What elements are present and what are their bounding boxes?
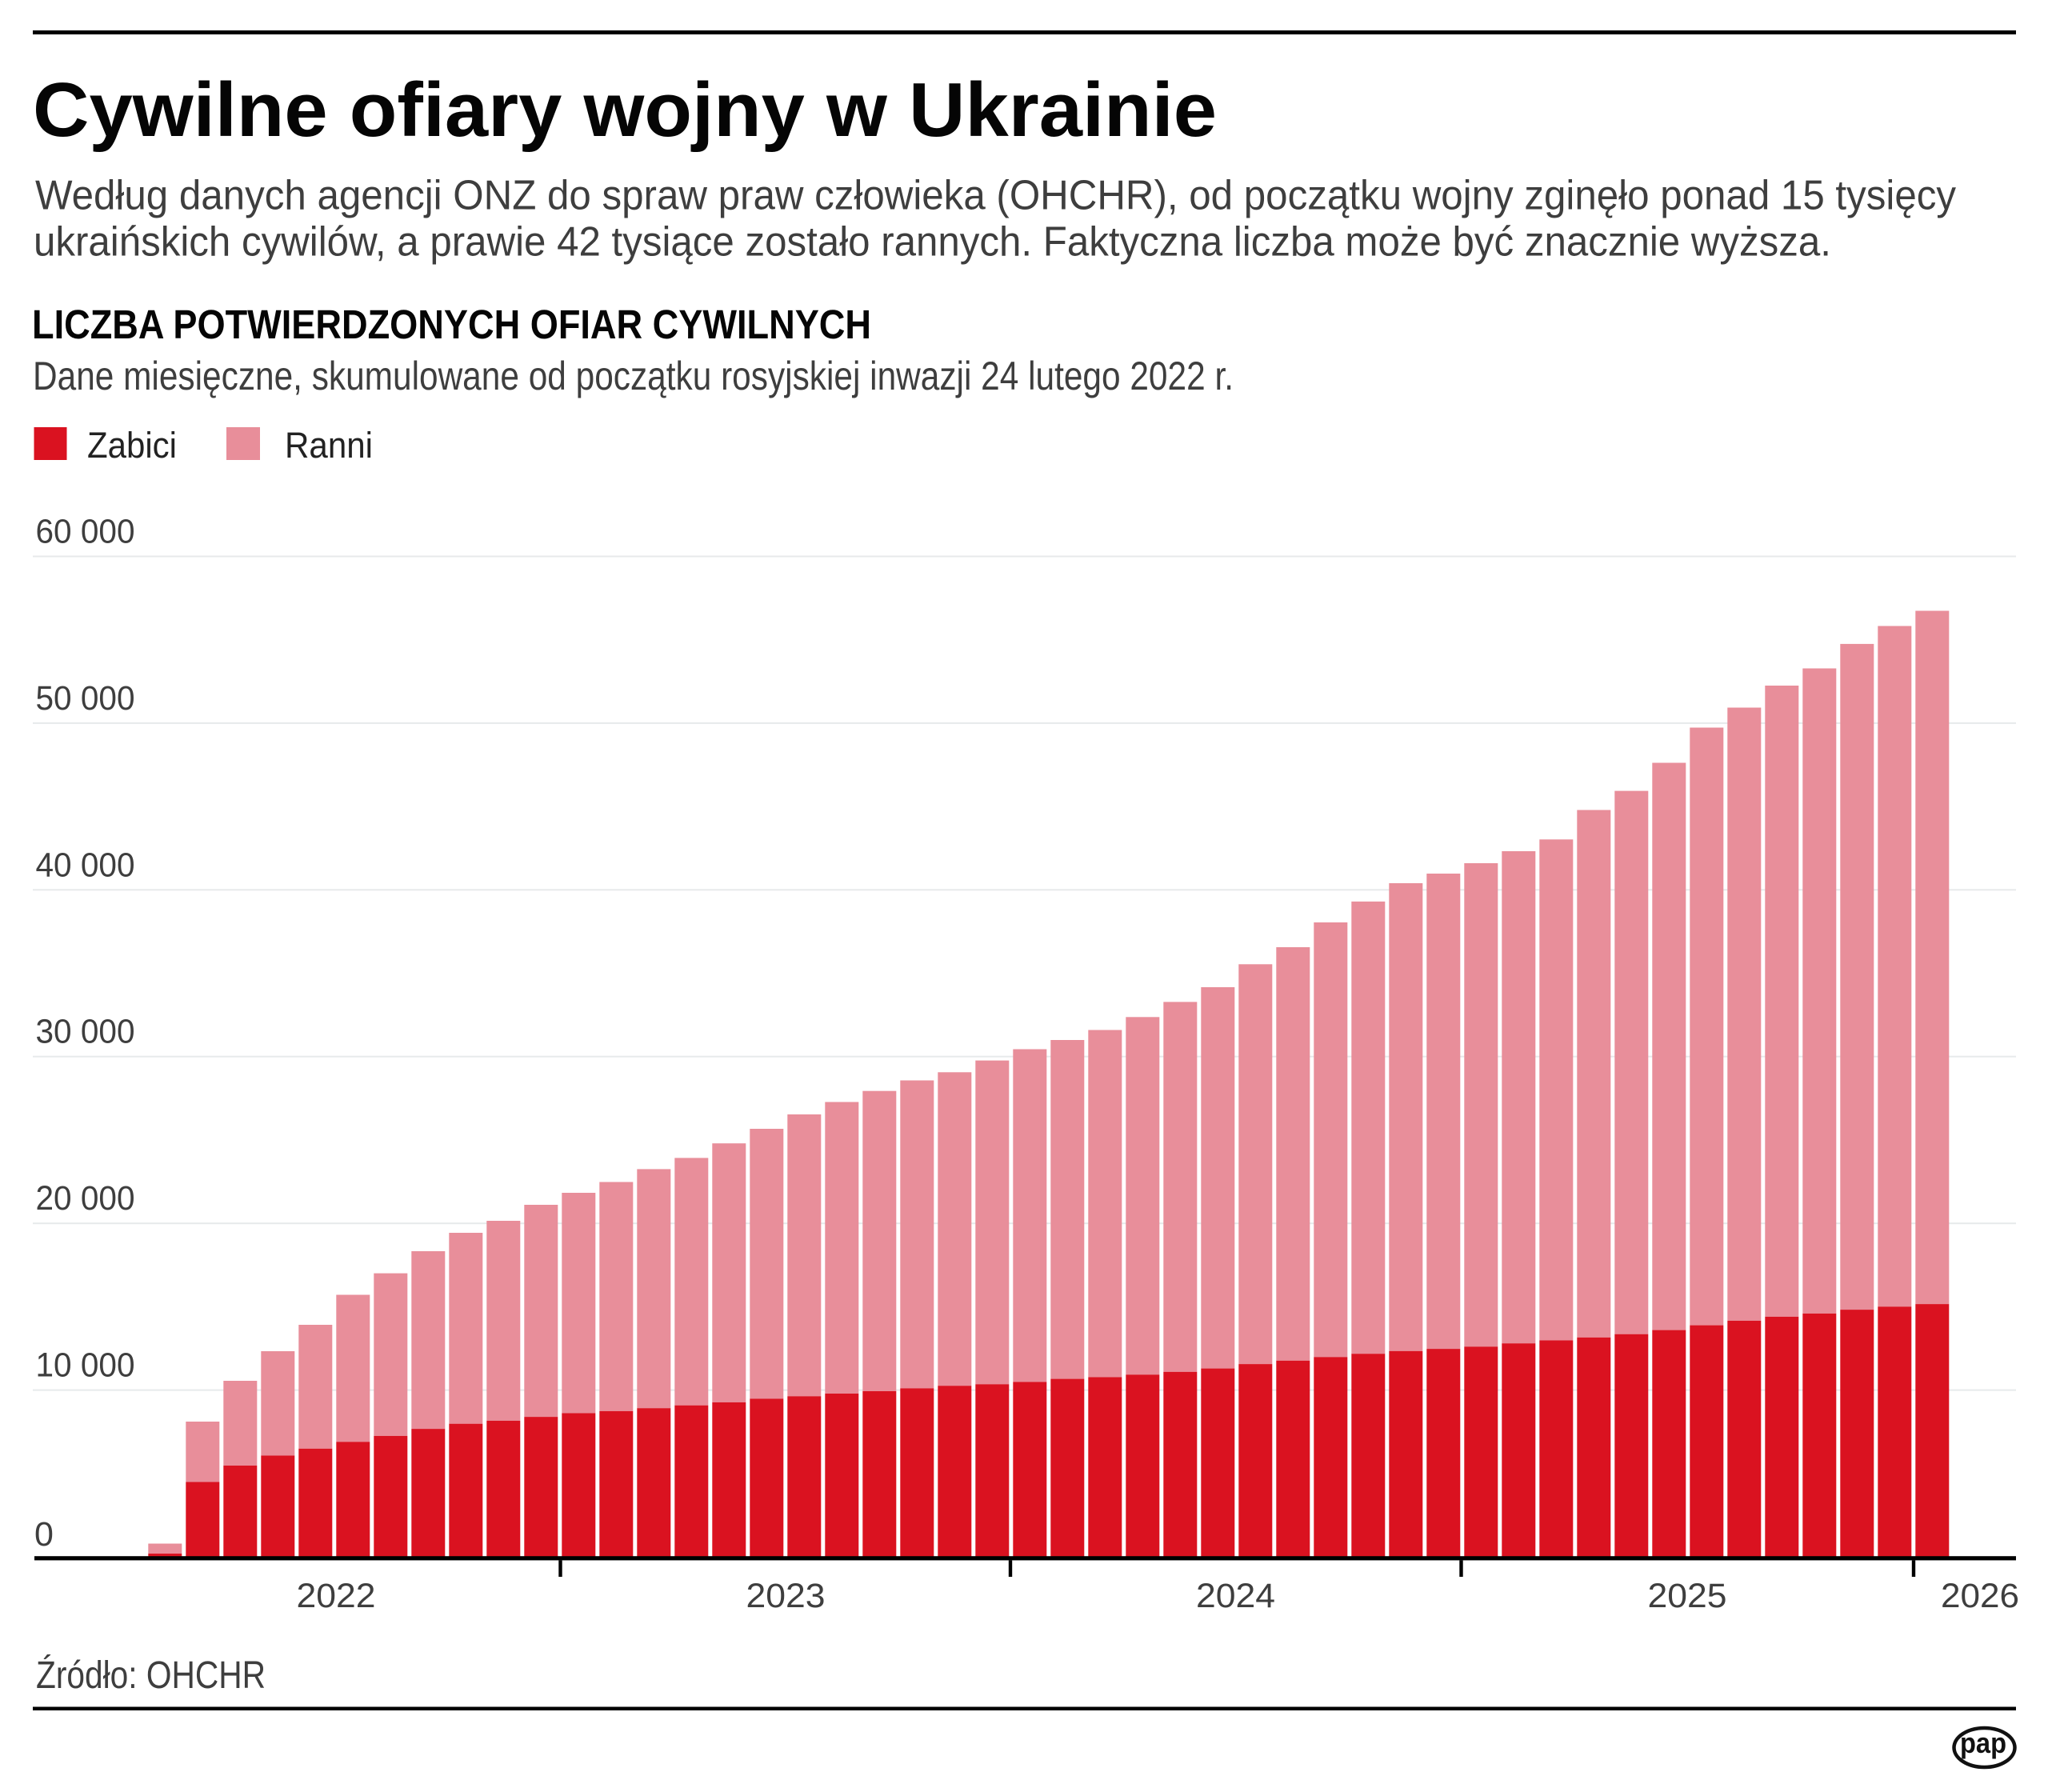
svg-text:50 000: 50 000	[36, 679, 135, 718]
svg-text:Źródło: OHCHR: Źródło: OHCHR	[36, 1654, 266, 1697]
svg-text:2025: 2025	[1648, 1577, 1727, 1615]
svg-text:2026: 2026	[1941, 1577, 2019, 1615]
svg-text:LICZBA POTWIERDZONYCH OFIAR CY: LICZBA POTWIERDZONYCH OFIAR CYWILNYCH	[32, 302, 871, 347]
svg-text:0: 0	[34, 1515, 54, 1554]
svg-text:Zabici: Zabici	[87, 425, 177, 466]
svg-text:2023: 2023	[746, 1577, 826, 1615]
svg-text:Cywilne ofiary wojny w Ukraini: Cywilne ofiary wojny w Ukrainie	[33, 67, 1217, 153]
svg-text:10 000: 10 000	[36, 1346, 135, 1385]
svg-text:2024: 2024	[1196, 1577, 1275, 1615]
svg-text:30 000: 30 000	[36, 1013, 135, 1051]
svg-text:pap: pap	[1960, 1726, 2006, 1759]
svg-text:Ranni: Ranni	[285, 425, 373, 466]
svg-text:ukraińskich cywilów, a prawie: ukraińskich cywilów, a prawie 42 tysiące…	[34, 219, 1831, 266]
svg-text:2022: 2022	[297, 1577, 376, 1615]
svg-text:60 000: 60 000	[36, 513, 135, 551]
svg-text:20 000: 20 000	[36, 1179, 135, 1218]
svg-text:40 000: 40 000	[36, 846, 135, 884]
svg-text:Dane miesięczne, skumulowane o: Dane miesięczne, skumulowane od początku…	[33, 354, 1234, 398]
svg-text:Według danych agencji ONZ do s: Według danych agencji ONZ do spraw praw …	[35, 173, 1956, 219]
